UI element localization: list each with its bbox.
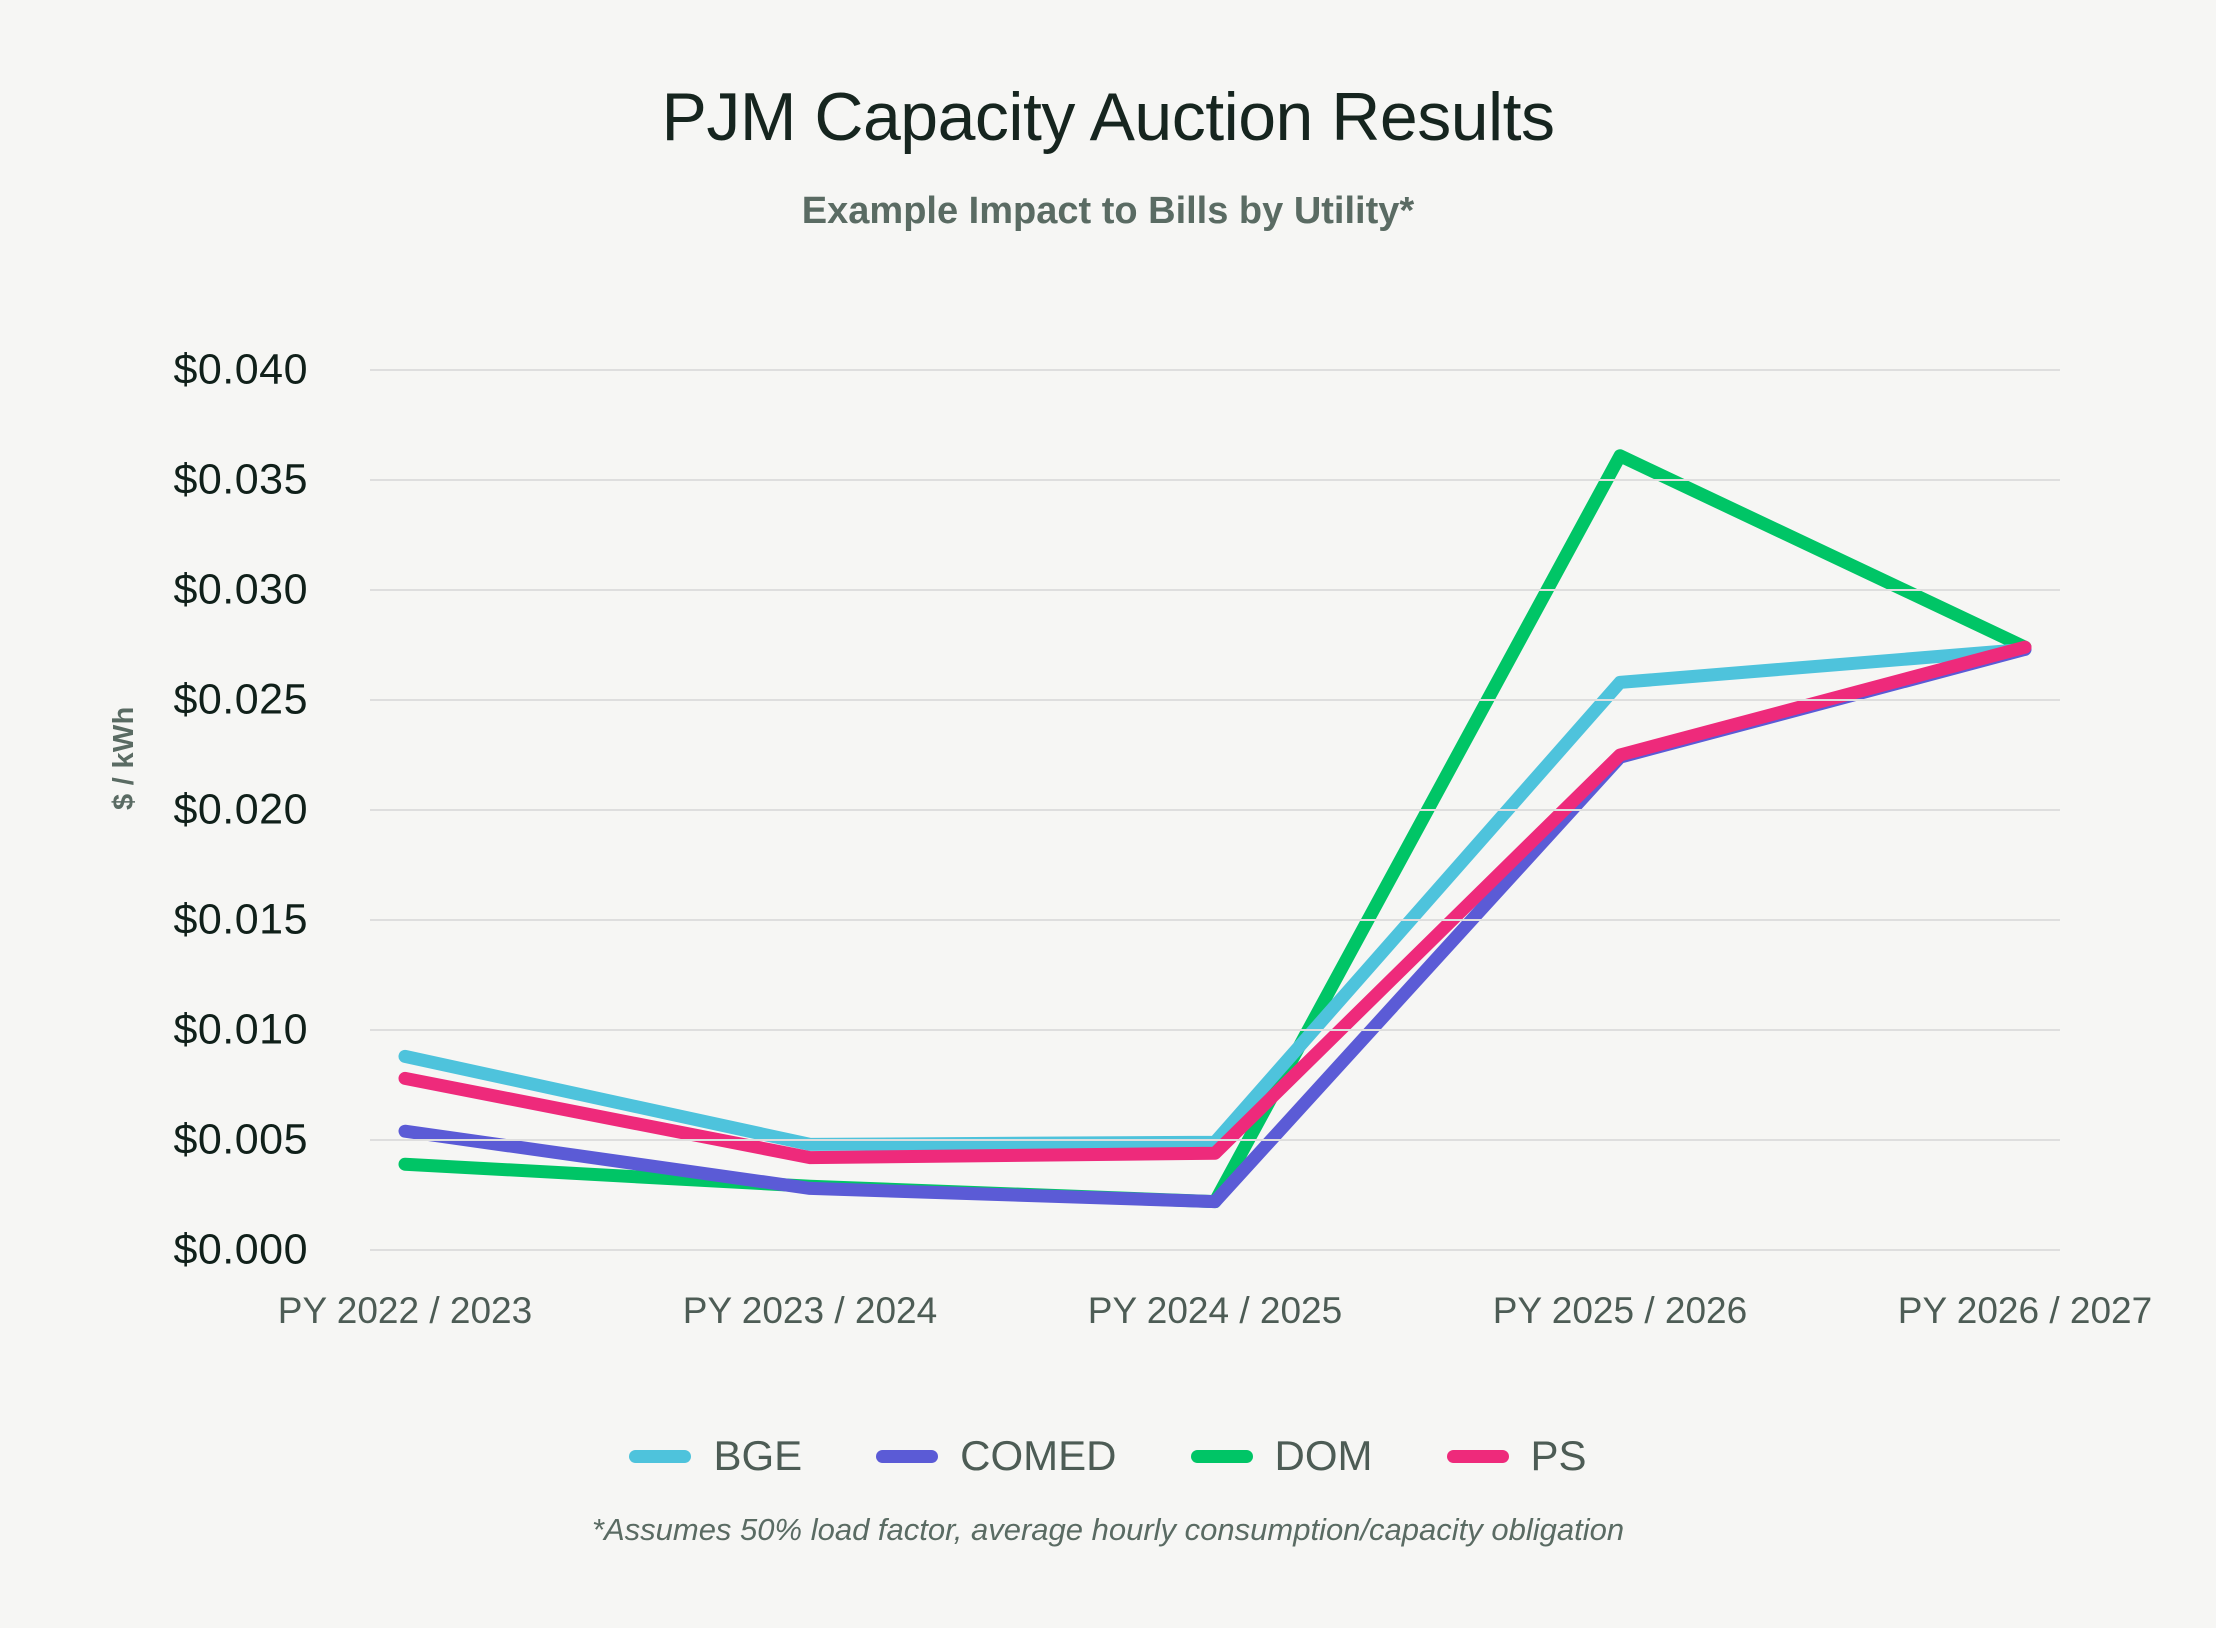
gridline xyxy=(370,589,2060,591)
legend-label: DOM xyxy=(1274,1432,1373,1479)
y-axis-tick-label: $0.010 xyxy=(173,1005,308,1054)
y-axis-tick-label: $0.015 xyxy=(173,895,308,944)
x-axis-tick-label: PY 2026 / 2027 xyxy=(1897,1290,2153,1331)
chart-title: PJM Capacity Auction Results xyxy=(661,79,1555,155)
y-axis-tick-labels: $0.040 $0.035 $0.030 $0.025 $0.020 $0.015 $0.0… xyxy=(0,346,340,1274)
legend-swatch-icon xyxy=(1190,1449,1253,1463)
gridline xyxy=(370,919,2060,921)
series-lines xyxy=(398,449,2032,1209)
gridline xyxy=(370,699,2060,701)
legend-label: COMED xyxy=(960,1432,1117,1479)
series-line-ps xyxy=(398,640,2032,1165)
y-axis-tick-label: $0.000 xyxy=(173,1225,308,1274)
series-line-bge xyxy=(398,642,2032,1151)
x-axis-tick-label: PY 2025 / 2026 xyxy=(1492,1290,1748,1331)
legend-item-ps[interactable]: PS xyxy=(1446,1432,1587,1480)
gridline xyxy=(370,1139,2060,1141)
legend-item-comed[interactable]: COMED xyxy=(876,1432,1117,1480)
y-axis-tick-label: $0.020 xyxy=(173,785,308,834)
plot-area xyxy=(370,369,2060,1251)
y-axis-tick-label: $0.005 xyxy=(173,1115,308,1164)
gridline xyxy=(370,1249,2060,1251)
legend-item-dom[interactable]: DOM xyxy=(1190,1432,1373,1480)
series-line-comed xyxy=(398,642,2032,1209)
legend-label: PS xyxy=(1530,1432,1587,1479)
chart-footnote: *Assumes 50% load factor, average hourly… xyxy=(591,1512,1625,1547)
chart-subtitle: Example Impact to Bills by Utility* xyxy=(801,190,1415,232)
x-axis-tick-label: PY 2023 / 2024 xyxy=(682,1290,938,1331)
gridline xyxy=(370,369,2060,371)
gridline xyxy=(370,479,2060,481)
y-axis-tick-label: $0.030 xyxy=(173,565,308,614)
legend-swatch-icon xyxy=(876,1449,939,1463)
series-line-dom xyxy=(398,449,2032,1209)
y-axis-tick-label: $0.040 xyxy=(173,345,308,394)
gridline xyxy=(370,809,2060,811)
x-axis-tick-labels: PY 2022 / 2023 PY 2023 / 2024 PY 2024 / 20… xyxy=(278,1290,2152,1350)
legend-swatch-icon xyxy=(1446,1449,1509,1463)
y-axis-tick-label: $0.035 xyxy=(173,455,308,504)
legend-swatch-icon xyxy=(629,1449,692,1463)
legend-item-bge[interactable]: BGE xyxy=(629,1432,802,1480)
legend-label: BGE xyxy=(713,1432,803,1479)
y-axis-tick-label: $0.025 xyxy=(173,675,308,724)
x-axis-tick-label: PY 2024 / 2025 xyxy=(1087,1290,1343,1331)
gridline xyxy=(370,1029,2060,1031)
x-axis-tick-label: PY 2022 / 2023 xyxy=(277,1290,533,1331)
chart-legend: BGE COMED DOM PS xyxy=(0,1432,2216,1480)
